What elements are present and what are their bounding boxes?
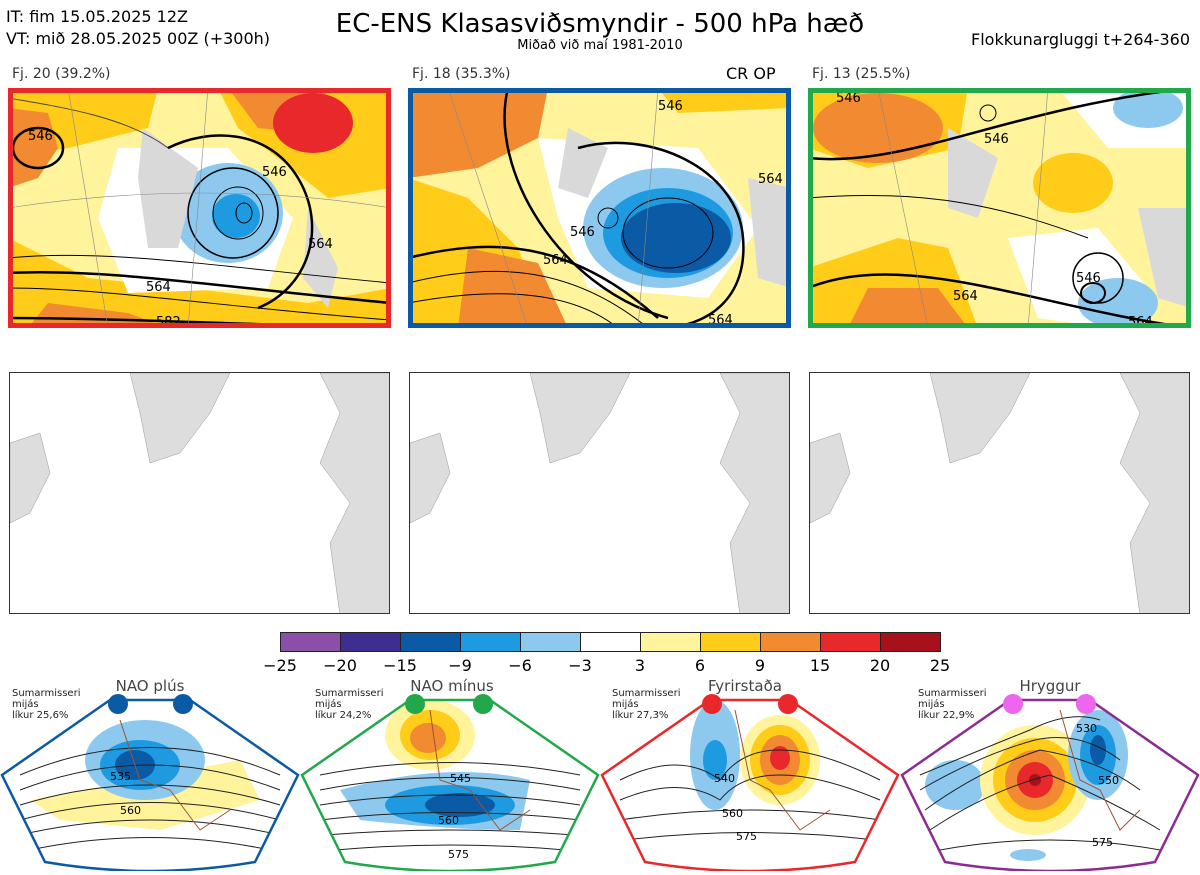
colorbar-tick-label: 9 (754, 656, 766, 675)
contour-label: 546 (28, 129, 53, 144)
contour-label: 546 (262, 165, 287, 180)
regime-note: Sumarmisseri mijás líkur 22,9% (918, 688, 987, 721)
contour-label: 546 (836, 91, 861, 106)
regime-panel-blocking[interactable]: 540 560 575 (600, 680, 900, 873)
colorbar-tick-label: 25 (929, 656, 951, 675)
cluster-2-badge: CR OP (726, 64, 776, 83)
regime-title: Hryggur (1019, 677, 1081, 695)
contour-label: 560 (722, 807, 743, 820)
colorbar-tick-label: 20 (869, 656, 891, 675)
contour-label: 564 (708, 313, 733, 328)
colorbar-tick-label: −20 (323, 656, 357, 675)
regime-note: Sumarmisseri mijás líkur 24,2% (315, 688, 384, 721)
contour-label: 560 (438, 814, 459, 827)
contour-label: 530 (1076, 722, 1097, 735)
colorbar-segment (460, 632, 521, 652)
contour-label: 564 (1128, 315, 1153, 328)
page-title: EC-ENS Klasasviðsmyndir - 500 hPa hæð (335, 9, 865, 39)
regime-fan-1: 535 560 (0, 694, 300, 873)
colorbar-tick-label: −9 (448, 656, 472, 675)
cluster-2-label: Fj. 18 (35.3%) (412, 66, 511, 82)
contour-label: 564 (543, 253, 568, 268)
contour-label: 546 (658, 99, 683, 114)
cluster-map-3[interactable]: 546 546 546 564 564 (808, 88, 1191, 328)
colorbar-segment (340, 632, 401, 652)
regime-fan-3: 540 560 575 (600, 694, 900, 873)
regime-fan-2: 545 560 575 (300, 694, 600, 873)
colorbar-tick-label: 15 (809, 656, 831, 675)
header-info: IT: fim 15.05.2025 12Z VT: mið 28.05.202… (6, 6, 270, 50)
regime-dot (1076, 694, 1096, 714)
colorbar (280, 632, 941, 652)
cluster-map-1-canvas: 546 546 564 564 582 (8, 88, 391, 328)
contour-label: 550 (1098, 774, 1119, 787)
colorbar-tick-label: −15 (383, 656, 417, 675)
contour-label: 575 (448, 848, 469, 861)
cluster-3-label: Fj. 13 (25.5%) (812, 66, 911, 82)
regime-panel-nao-minus[interactable]: 545 560 575 (300, 680, 600, 873)
colorbar-segment (880, 632, 941, 652)
regime-title: NAO mínus (410, 677, 494, 695)
contour-label: 564 (308, 237, 333, 252)
regime-title: Fyrirstaða (708, 677, 782, 695)
regime-dot (173, 694, 193, 714)
colorbar-segment (580, 632, 641, 652)
colorbar-segment (520, 632, 581, 652)
page-subtitle: Miðað við maí 1981-2010 (517, 38, 683, 53)
regime-dot (702, 694, 722, 714)
contour-label: 575 (736, 830, 757, 843)
window-label: Flokkunargluggi t+264-360 (971, 30, 1190, 49)
colorbar-segment (400, 632, 461, 652)
colorbar-segment (640, 632, 701, 652)
empty-map-3-land (810, 373, 1189, 613)
regime-title: NAO plús (115, 677, 185, 695)
regime-panel-nao-plus[interactable]: 535 560 (0, 680, 300, 873)
contour-label: 575 (1092, 836, 1113, 849)
regime-dot (473, 694, 493, 714)
regime-dot (108, 694, 128, 714)
contour-label: 545 (450, 772, 471, 785)
contour-label: 564 (953, 289, 978, 304)
colorbar-tick-label: 3 (634, 656, 646, 675)
colorbar-tick-label: −3 (568, 656, 592, 675)
empty-map-2 (409, 372, 790, 614)
colorbar-segment (700, 632, 761, 652)
regime-panel-ridge[interactable]: 530 550 575 (900, 680, 1200, 873)
colorbar-segment (820, 632, 881, 652)
contour-label: 540 (714, 772, 735, 785)
colorbar-tick-label: 6 (694, 656, 706, 675)
colorbar-tick-label: −6 (508, 656, 532, 675)
it-line: IT: fim 15.05.2025 12Z (6, 7, 188, 26)
empty-map-2-land (410, 373, 789, 613)
contour-label: 546 (1076, 271, 1101, 286)
regime-dot (1003, 694, 1023, 714)
regime-note: Sumarmisseri mijás líkur 25,6% (12, 688, 81, 721)
cluster-map-1[interactable]: 546 546 564 564 582 (8, 88, 391, 328)
empty-map-1-land (10, 373, 389, 613)
regime-fan-4: 530 550 575 (900, 694, 1200, 873)
cluster-1-label: Fj. 20 (39.2%) (12, 66, 111, 82)
contour-label: 546 (984, 132, 1009, 147)
colorbar-segment (760, 632, 821, 652)
contour-label: 582 (156, 315, 181, 328)
regime-dot (778, 694, 798, 714)
contour-label: 564 (758, 172, 783, 187)
colorbar-segment (280, 632, 341, 652)
empty-map-3 (809, 372, 1190, 614)
regime-dot (405, 694, 425, 714)
colorbar-tick-label: −25 (263, 656, 297, 675)
contour-label: 535 (110, 770, 131, 783)
contour-label: 564 (146, 280, 171, 295)
cluster-map-3-canvas: 546 546 546 564 564 (808, 88, 1191, 328)
empty-map-1 (9, 372, 390, 614)
contour-label: 560 (120, 804, 141, 817)
cluster-map-2-canvas: 546 546 564 564 564 (408, 88, 791, 328)
vt-line: VT: mið 28.05.2025 00Z (+300h) (6, 29, 271, 48)
contour-label: 546 (570, 225, 595, 240)
regime-note: Sumarmisseri mijás líkur 27,3% (612, 688, 681, 721)
cluster-map-2[interactable]: 546 546 564 564 564 (408, 88, 791, 328)
